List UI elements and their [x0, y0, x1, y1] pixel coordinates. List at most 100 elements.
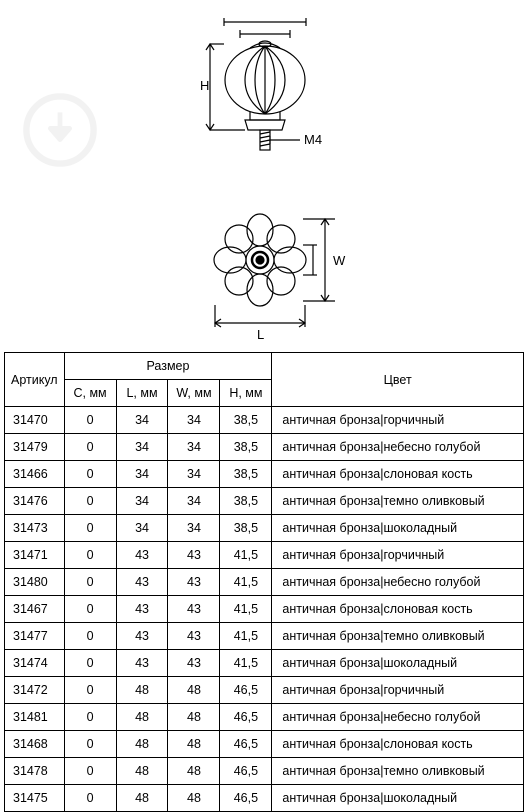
cell-h: 38,5 — [220, 461, 272, 488]
table-row: 314780484846,5античная бронза|темно олив… — [5, 758, 524, 785]
cell-c: 0 — [64, 785, 116, 812]
cell-color: античная бронза|небесно голубой — [272, 704, 524, 731]
cell-art: 31477 — [5, 623, 65, 650]
cell-w: 43 — [168, 596, 220, 623]
cell-h: 41,5 — [220, 650, 272, 677]
th-l: L, мм — [116, 380, 168, 407]
label-L: L — [257, 327, 264, 342]
table-row: 314750484846,5античная бронза|шоколадный — [5, 785, 524, 812]
th-c: C, мм — [64, 380, 116, 407]
cell-h: 41,5 — [220, 542, 272, 569]
table-row: 314760343438,5античная бронза|темно олив… — [5, 488, 524, 515]
top-view-diagram: W L — [195, 195, 365, 345]
cell-h: 46,5 — [220, 677, 272, 704]
header-row-1: Артикул Размер Цвет — [5, 353, 524, 380]
cell-c: 0 — [64, 434, 116, 461]
cell-h: 41,5 — [220, 569, 272, 596]
table-row: 314660343438,5античная бронза|слоновая к… — [5, 461, 524, 488]
cell-l: 43 — [116, 623, 168, 650]
table-row: 314720484846,5античная бронза|горчичный — [5, 677, 524, 704]
cell-c: 0 — [64, 704, 116, 731]
cell-color: античная бронза|горчичный — [272, 407, 524, 434]
cell-w: 34 — [168, 488, 220, 515]
cell-w: 48 — [168, 704, 220, 731]
cell-c: 0 — [64, 596, 116, 623]
table-row: 314740434341,5античная бронза|шоколадный — [5, 650, 524, 677]
th-w: W, мм — [168, 380, 220, 407]
cell-color: античная бронза|небесно голубой — [272, 434, 524, 461]
cell-color: античная бронза|горчичный — [272, 542, 524, 569]
cell-h: 41,5 — [220, 623, 272, 650]
cell-art: 31474 — [5, 650, 65, 677]
cell-art: 31466 — [5, 461, 65, 488]
cell-c: 0 — [64, 542, 116, 569]
cell-c: 0 — [64, 623, 116, 650]
cell-c: 0 — [64, 515, 116, 542]
cell-l: 48 — [116, 677, 168, 704]
cell-c: 0 — [64, 488, 116, 515]
cell-l: 43 — [116, 650, 168, 677]
cell-h: 41,5 — [220, 596, 272, 623]
cell-l: 43 — [116, 596, 168, 623]
cell-w: 34 — [168, 407, 220, 434]
cell-l: 34 — [116, 434, 168, 461]
cell-h: 46,5 — [220, 731, 272, 758]
cell-art: 31472 — [5, 677, 65, 704]
cell-w: 34 — [168, 461, 220, 488]
table-row: 314790343438,5античная бронза|небесно го… — [5, 434, 524, 461]
cell-color: античная бронза|темно оливковый — [272, 758, 524, 785]
cell-c: 0 — [64, 758, 116, 785]
table-row: 314810484846,5античная бронза|небесно го… — [5, 704, 524, 731]
cell-w: 43 — [168, 623, 220, 650]
cell-color: античная бронза|шоколадный — [272, 785, 524, 812]
cell-h: 46,5 — [220, 785, 272, 812]
cell-art: 31467 — [5, 596, 65, 623]
cell-color: античная бронза|небесно голубой — [272, 569, 524, 596]
side-view-diagram: H M4 — [200, 10, 360, 170]
label-H: H — [200, 78, 209, 93]
cell-l: 48 — [116, 785, 168, 812]
cell-l: 34 — [116, 407, 168, 434]
cell-color: античная бронза|слоновая кость — [272, 731, 524, 758]
cell-art: 31475 — [5, 785, 65, 812]
cell-w: 48 — [168, 785, 220, 812]
label-W: W — [333, 253, 346, 268]
cell-color: античная бронза|шоколадный — [272, 650, 524, 677]
cell-l: 43 — [116, 569, 168, 596]
table-row: 314800434341,5античная бронза|небесно го… — [5, 569, 524, 596]
cell-l: 48 — [116, 731, 168, 758]
cell-art: 31479 — [5, 434, 65, 461]
cell-h: 38,5 — [220, 434, 272, 461]
cell-l: 48 — [116, 758, 168, 785]
cell-l: 34 — [116, 515, 168, 542]
cell-c: 0 — [64, 569, 116, 596]
cell-c: 0 — [64, 650, 116, 677]
cell-art: 31480 — [5, 569, 65, 596]
cell-art: 31478 — [5, 758, 65, 785]
table-row: 314710434341,5античная бронза|горчичный — [5, 542, 524, 569]
cell-color: античная бронза|слоновая кость — [272, 596, 524, 623]
cell-w: 48 — [168, 677, 220, 704]
table-row: 314700343438,5античная бронза|горчичный — [5, 407, 524, 434]
cell-h: 46,5 — [220, 758, 272, 785]
cell-w: 34 — [168, 515, 220, 542]
cell-w: 48 — [168, 758, 220, 785]
cell-h: 38,5 — [220, 488, 272, 515]
cell-color: античная бронза|темно оливковый — [272, 623, 524, 650]
th-h: H, мм — [220, 380, 272, 407]
cell-l: 48 — [116, 704, 168, 731]
table-row: 314670434341,5античная бронза|слоновая к… — [5, 596, 524, 623]
th-size: Размер — [64, 353, 272, 380]
cell-c: 0 — [64, 731, 116, 758]
cell-color: античная бронза|горчичный — [272, 677, 524, 704]
cell-w: 34 — [168, 434, 220, 461]
cell-art: 31468 — [5, 731, 65, 758]
table-row: 314680484846,5античная бронза|слоновая к… — [5, 731, 524, 758]
cell-l: 34 — [116, 488, 168, 515]
table-row: 314770434341,5античная бронза|темно олив… — [5, 623, 524, 650]
cell-c: 0 — [64, 407, 116, 434]
cell-color: античная бронза|шоколадный — [272, 515, 524, 542]
cell-l: 34 — [116, 461, 168, 488]
cell-h: 38,5 — [220, 515, 272, 542]
spec-table-wrap: Артикул Размер Цвет C, мм L, мм W, мм H,… — [4, 352, 524, 812]
